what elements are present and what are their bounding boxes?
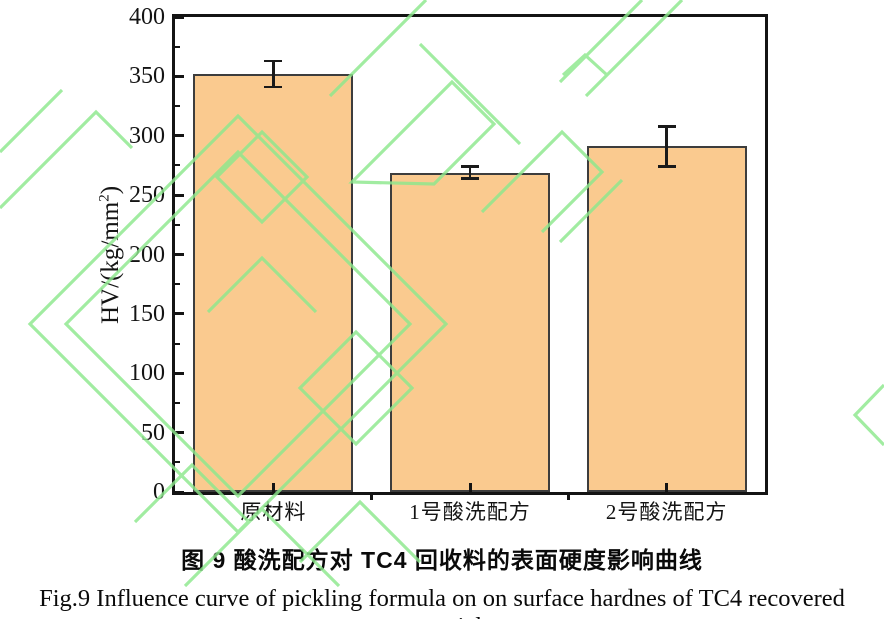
x-minor-tick bbox=[567, 495, 570, 500]
y-major-tick bbox=[175, 371, 184, 375]
y-major-tick bbox=[175, 193, 184, 197]
y-minor-tick bbox=[175, 461, 180, 464]
y-axis-title: HV/(kg/mm2) bbox=[97, 186, 125, 324]
bar-1号酸洗配方 bbox=[390, 172, 550, 492]
bar-2号酸洗配方 bbox=[586, 146, 747, 492]
y-major-tick bbox=[175, 74, 184, 78]
y-tick-label: 50 bbox=[141, 419, 165, 446]
x-major-tick bbox=[468, 483, 472, 492]
y-minor-tick bbox=[175, 45, 180, 48]
y-major-tick bbox=[175, 312, 184, 316]
y-major-tick bbox=[175, 134, 184, 138]
y-minor-tick bbox=[175, 105, 180, 108]
x-tick-label-原材料: 原材料 bbox=[240, 500, 307, 524]
error-bar-cap bbox=[264, 85, 283, 89]
error-bar-line bbox=[272, 60, 275, 88]
y-major-tick bbox=[175, 15, 184, 19]
plot-area bbox=[172, 14, 768, 500]
y-minor-tick bbox=[175, 223, 180, 226]
y-axis-title-text: HV/(kg/mm bbox=[97, 201, 124, 325]
error-bar-cap bbox=[657, 125, 676, 128]
figure-caption-english: Fig.9 Influence curve of pickling formul… bbox=[39, 585, 845, 619]
x-major-tick bbox=[665, 483, 669, 492]
bar-原材料 bbox=[193, 74, 354, 492]
y-tick-label: 200 bbox=[129, 241, 165, 268]
y-tick-label: 150 bbox=[129, 300, 165, 327]
y-tick-label: 0 bbox=[153, 479, 165, 505]
error-bar-cap bbox=[264, 59, 283, 63]
y-major-tick bbox=[175, 431, 184, 435]
x-major-tick bbox=[271, 483, 275, 492]
error-bar-line bbox=[665, 126, 668, 167]
error-bar-cap bbox=[461, 165, 479, 168]
y-major-tick bbox=[175, 253, 184, 256]
x-tick-label-2号酸洗配方: 2号酸洗配方 bbox=[605, 500, 728, 524]
watermark-shape bbox=[852, 383, 884, 447]
y-major-tick bbox=[175, 490, 184, 494]
y-axis-title-suffix: ) bbox=[97, 185, 124, 195]
y-minor-tick bbox=[175, 164, 180, 167]
y-minor-tick bbox=[175, 342, 180, 345]
y-tick-label: 250 bbox=[129, 182, 165, 209]
error-bar-cap bbox=[461, 177, 479, 180]
y-minor-tick bbox=[175, 401, 180, 404]
y-tick-label: 400 bbox=[129, 4, 165, 30]
figure-caption-chinese: 图 9 酸洗配方对 TC4 回收料的表面硬度影响曲线 bbox=[181, 547, 703, 573]
y-tick-label: 100 bbox=[129, 360, 165, 387]
x-tick-label-1号酸洗配方: 1号酸洗配方 bbox=[409, 500, 531, 524]
y-tick-label: 300 bbox=[129, 122, 165, 149]
y-axis-tick-labels: 0 50 100 150 200 250 300 350 400 bbox=[0, 0, 165, 619]
error-bar-cap bbox=[657, 165, 676, 168]
y-axis-title-sup: 2 bbox=[96, 194, 113, 202]
y-tick-label: 350 bbox=[129, 63, 165, 90]
y-minor-tick bbox=[175, 283, 180, 286]
